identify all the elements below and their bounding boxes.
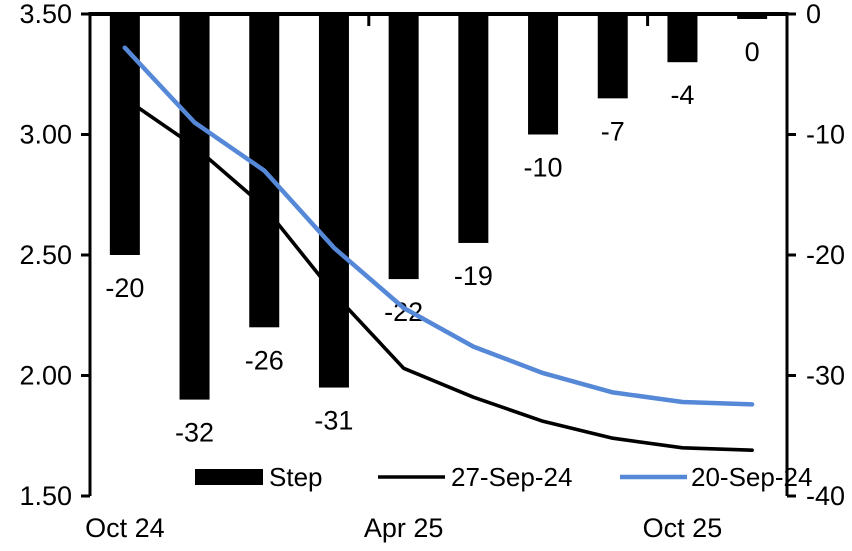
bar — [458, 14, 489, 243]
bar-value-label: 0 — [745, 37, 760, 67]
legend-label-27-sep-24: 27-Sep-24 — [451, 462, 572, 492]
bar — [737, 14, 768, 19]
right-axis-tick-labels: 0 -10 -20 -30 -40 — [806, 0, 845, 511]
x-axis-label: Oct 25 — [643, 513, 723, 543]
left-axis-tick-label: 1.50 — [19, 481, 72, 511]
bar — [109, 14, 140, 255]
bar — [179, 14, 210, 400]
line-series — [122, 45, 755, 453]
bar — [667, 14, 698, 63]
legend-label-step: Step — [269, 462, 323, 492]
left-axis-tick-label: 2.50 — [19, 240, 72, 270]
bar-value-label: -7 — [601, 116, 625, 146]
left-axis-tick-label: 2.00 — [19, 361, 72, 391]
bar-value-labels: -20 -32 -26 -31 -22 -19 -10 -7 -4 0 — [105, 37, 759, 448]
axes — [81, 12, 796, 498]
bar-value-label: -4 — [670, 80, 694, 110]
bar-value-label: -19 — [454, 261, 493, 291]
legend: Step 27-Sep-24 20-Sep-24 — [195, 462, 812, 492]
bar — [318, 14, 349, 388]
legend-swatch-step — [195, 469, 263, 485]
bar-value-label: -10 — [524, 153, 563, 183]
right-axis-tick-label: -40 — [806, 481, 845, 511]
bar-value-label: -20 — [105, 273, 144, 303]
right-axis-tick-label: 0 — [806, 0, 821, 29]
bar-value-label: -31 — [314, 406, 353, 436]
bar — [388, 14, 419, 280]
bar-series-step — [109, 14, 768, 400]
left-axis-tick-label: 3.50 — [19, 0, 72, 29]
bar — [597, 14, 628, 99]
legend-label-20-sep-24: 20-Sep-24 — [691, 462, 812, 492]
line-27-sep-24 — [123, 96, 754, 453]
x-axis-labels: Oct 24 Apr 25 Oct 25 — [85, 513, 722, 543]
x-axis-label: Apr 25 — [364, 513, 444, 543]
bar-value-label: -26 — [245, 345, 284, 375]
bar — [528, 14, 559, 135]
left-axis-tick-labels: 3.50 3.00 2.50 2.00 1.50 — [19, 0, 72, 511]
bar-value-label: -32 — [175, 418, 214, 448]
left-axis-tick-label: 3.00 — [19, 120, 72, 150]
x-axis-label: Oct 24 — [85, 513, 165, 543]
bar-value-label: -22 — [384, 297, 423, 327]
right-axis-tick-label: -20 — [806, 240, 845, 270]
right-axis-tick-label: -10 — [806, 120, 845, 150]
line-20-sep-24 — [122, 45, 755, 407]
right-axis-tick-label: -30 — [806, 361, 845, 391]
